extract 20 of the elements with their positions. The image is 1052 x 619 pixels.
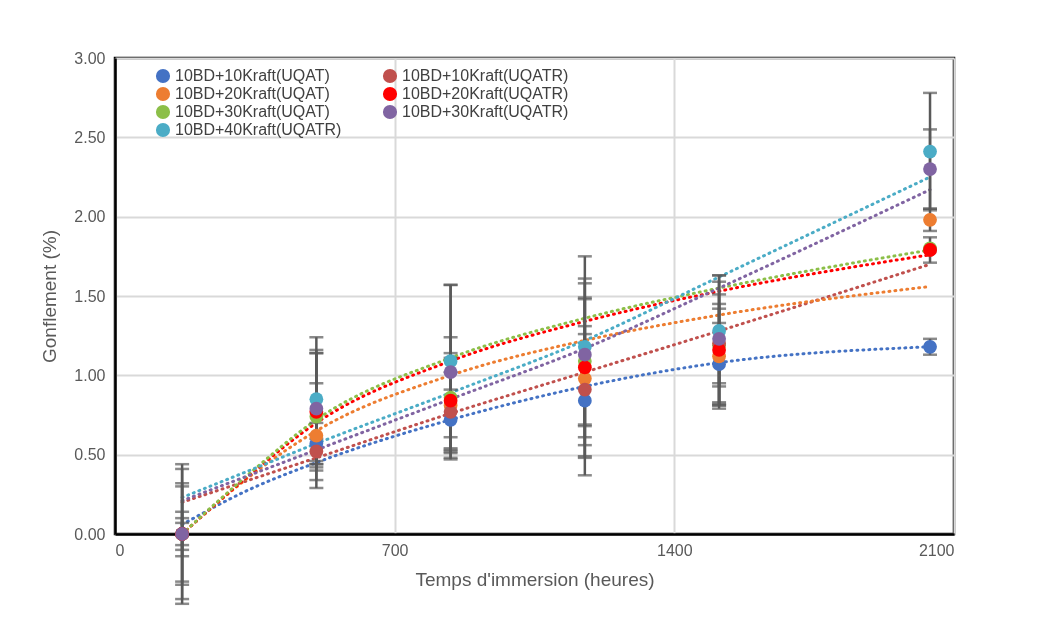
legend-label: 10BD+40Kraft(UQATR) bbox=[175, 121, 342, 138]
x-tick-label: 1400 bbox=[657, 541, 693, 559]
y-tick-label: 2.50 bbox=[74, 128, 106, 146]
legend-label: 10BD+30Kraft(UQAT) bbox=[175, 103, 330, 120]
x-tick-label: 0 bbox=[115, 541, 125, 559]
x-tick-label: 2100 bbox=[918, 541, 955, 559]
legend-label: 10BD+20Kraft(UQATR) bbox=[402, 85, 569, 102]
x-tick-label: 700 bbox=[381, 541, 409, 559]
y-tick-label: 2.00 bbox=[74, 208, 106, 226]
y-tick-label: 0.00 bbox=[74, 525, 106, 543]
y-tick-label: 1.00 bbox=[74, 366, 106, 384]
legend-label: 10BD+10Kraft(UQAT) bbox=[175, 67, 330, 84]
x-axis-title: Temps d'immersion (heures) bbox=[415, 568, 655, 590]
legend-label: 10BD+10Kraft(UQATR) bbox=[402, 67, 569, 84]
y-tick-label: 0.50 bbox=[74, 446, 106, 464]
legend-label: 10BD+20Kraft(UQAT) bbox=[175, 85, 330, 102]
y-tick-label: 1.50 bbox=[74, 287, 106, 305]
y-tick-label: 3.00 bbox=[74, 49, 106, 67]
legend-label: 10BD+30Kraft(UQATR) bbox=[402, 103, 569, 120]
y-axis-title: Gonflement (%) bbox=[39, 229, 61, 364]
